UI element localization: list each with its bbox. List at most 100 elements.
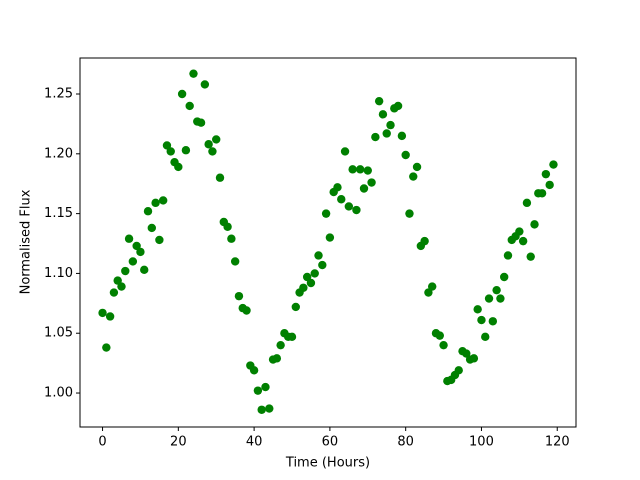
y-tick-label: 1.20 xyxy=(44,146,73,161)
x-axis-label: Time (Hours) xyxy=(285,456,370,471)
x-tick-label: 60 xyxy=(322,435,339,450)
data-point xyxy=(208,147,217,156)
data-point xyxy=(363,166,372,175)
data-point xyxy=(257,405,266,414)
data-point xyxy=(265,404,274,413)
data-point xyxy=(435,331,444,340)
data-point xyxy=(318,260,327,270)
data-point xyxy=(109,288,119,297)
data-point xyxy=(234,291,244,301)
data-point xyxy=(382,129,391,138)
data-point xyxy=(253,386,263,395)
data-point xyxy=(454,366,463,375)
data-point xyxy=(477,315,486,325)
data-point xyxy=(409,172,418,181)
data-point xyxy=(352,205,361,215)
data-point xyxy=(337,195,346,204)
data-point xyxy=(397,131,407,141)
data-point xyxy=(147,223,157,233)
data-point xyxy=(223,222,232,231)
data-point xyxy=(189,69,198,78)
data-point xyxy=(162,141,172,150)
data-point xyxy=(522,198,532,208)
data-point xyxy=(212,135,221,144)
data-point xyxy=(344,202,354,211)
data-point xyxy=(420,236,429,246)
data-point xyxy=(537,189,547,198)
data-point xyxy=(124,234,134,243)
data-point xyxy=(140,265,149,275)
data-point xyxy=(356,165,365,174)
y-tick-label: 1.10 xyxy=(44,266,73,281)
data-point xyxy=(249,366,259,375)
data-point xyxy=(321,209,331,218)
data-point xyxy=(530,220,539,229)
data-point xyxy=(462,349,471,358)
data-point xyxy=(302,272,312,282)
data-point xyxy=(105,312,115,321)
plot-area xyxy=(79,57,577,428)
data-point xyxy=(503,251,513,260)
data-point xyxy=(196,118,206,127)
data-point xyxy=(155,235,164,245)
data-point xyxy=(340,147,350,156)
data-point xyxy=(151,198,160,208)
data-point xyxy=(230,257,240,266)
data-point xyxy=(518,236,528,246)
data-point xyxy=(310,269,319,278)
y-tick-label: 1.15 xyxy=(44,206,73,221)
data-point xyxy=(359,184,369,193)
data-point xyxy=(227,234,236,243)
data-point xyxy=(371,132,380,142)
data-point xyxy=(314,251,323,260)
y-axis-label: Normalised Flux xyxy=(19,189,34,294)
data-point xyxy=(378,110,388,119)
data-point xyxy=(492,285,501,295)
data-point xyxy=(412,162,422,172)
data-point xyxy=(515,227,524,236)
data-point xyxy=(132,241,141,251)
y-tick-label: 1.05 xyxy=(44,326,73,341)
data-point xyxy=(428,282,437,291)
data-point xyxy=(98,308,107,318)
data-point xyxy=(499,272,509,282)
x-tick-label: 80 xyxy=(397,435,414,450)
data-point xyxy=(333,183,342,192)
data-point xyxy=(386,120,395,130)
x-tick-label: 20 xyxy=(170,435,187,450)
y-tick-label: 1.00 xyxy=(44,386,73,401)
data-point xyxy=(439,340,448,350)
data-point xyxy=(272,354,282,363)
x-tick-label: 120 xyxy=(545,435,570,450)
data-point xyxy=(299,283,308,292)
data-point xyxy=(261,382,270,392)
data-point xyxy=(215,173,225,182)
data-point xyxy=(405,209,414,218)
data-point xyxy=(181,146,191,155)
data-point xyxy=(374,96,384,106)
data-point xyxy=(166,147,175,156)
data-point xyxy=(549,160,558,169)
data-point xyxy=(367,178,376,187)
data-point xyxy=(113,276,122,285)
data-point xyxy=(102,343,111,352)
data-point xyxy=(174,162,183,172)
data-point xyxy=(185,101,194,111)
data-point xyxy=(545,180,554,190)
data-point xyxy=(121,266,130,276)
data-point xyxy=(348,165,357,174)
data-point xyxy=(200,80,210,89)
data-point xyxy=(473,305,482,314)
data-point xyxy=(158,196,168,205)
data-point xyxy=(401,150,410,160)
data-point xyxy=(204,140,213,149)
data-point xyxy=(136,247,145,257)
data-point xyxy=(117,282,126,291)
data-point xyxy=(128,257,138,266)
data-point xyxy=(469,354,479,363)
data-point xyxy=(526,252,535,261)
x-tick-label: 0 xyxy=(98,435,106,450)
x-tick-label: 40 xyxy=(246,435,263,450)
data-point xyxy=(143,207,153,216)
